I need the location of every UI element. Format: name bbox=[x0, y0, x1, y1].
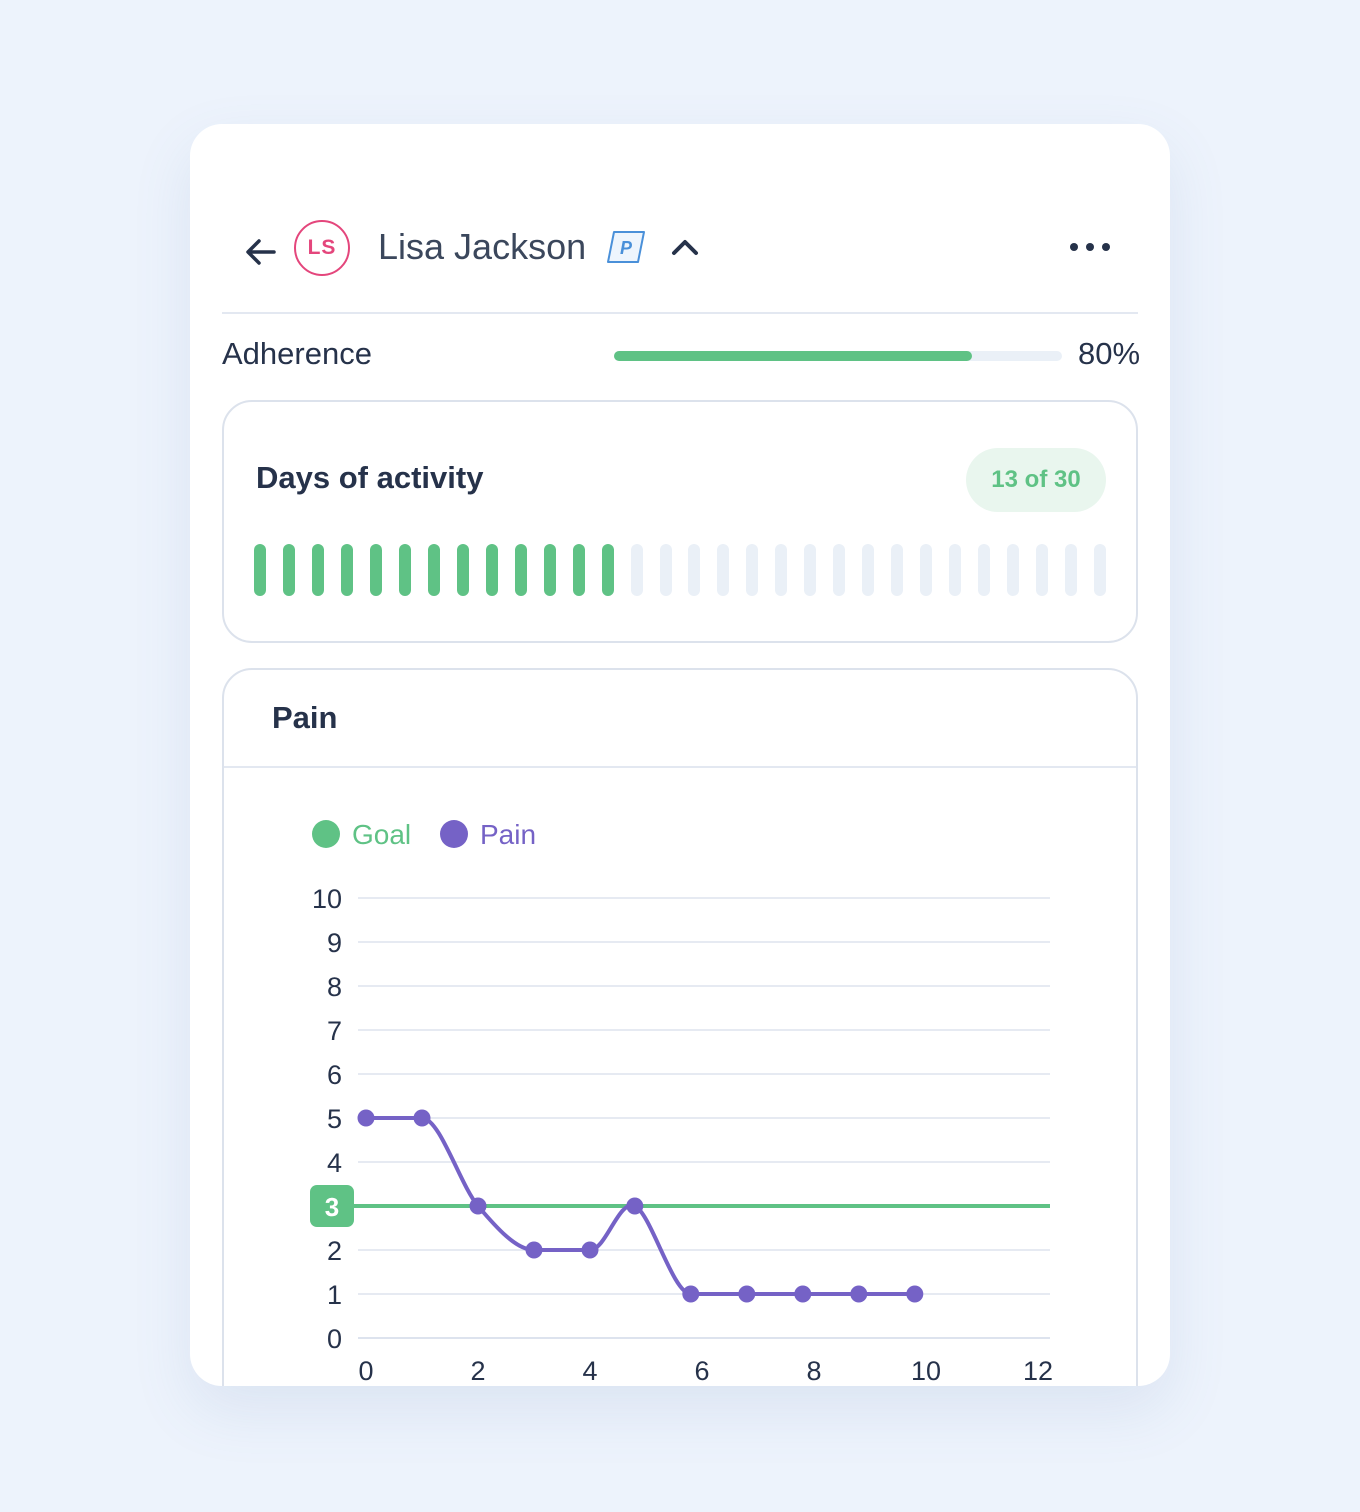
legend-label-goal: Goal bbox=[352, 819, 411, 850]
x-tick-label: 10 bbox=[911, 1356, 941, 1386]
pain-data-point bbox=[850, 1285, 868, 1303]
x-tick-label: 12 bbox=[1023, 1356, 1053, 1386]
activity-day-bar-active bbox=[543, 544, 556, 596]
activity-day-bar-inactive bbox=[920, 544, 933, 596]
legend-marker-goal bbox=[312, 820, 340, 848]
activity-day-bar-inactive bbox=[775, 544, 788, 596]
activity-day-bar-active bbox=[427, 544, 440, 596]
activity-day-bar-inactive bbox=[717, 544, 730, 596]
y-tick-label: 6 bbox=[327, 1060, 342, 1090]
x-tick-label: 6 bbox=[694, 1356, 709, 1386]
pain-data-point bbox=[626, 1197, 644, 1215]
activity-day-bar-inactive bbox=[804, 544, 817, 596]
activity-day-bar-active bbox=[254, 544, 266, 596]
y-tick-label: 9 bbox=[327, 928, 342, 958]
activity-day-bar-active bbox=[456, 544, 469, 596]
pain-divider bbox=[224, 766, 1136, 768]
x-tick-label: 0 bbox=[358, 1356, 373, 1386]
activity-day-bar-inactive bbox=[949, 544, 962, 596]
pain-title: Pain bbox=[272, 700, 338, 735]
goal-value-label: 3 bbox=[325, 1192, 339, 1222]
p-badge-icon: P bbox=[607, 231, 645, 263]
y-tick-label: 10 bbox=[312, 884, 342, 914]
activity-day-bar-inactive bbox=[1036, 544, 1049, 596]
activity-day-bar-inactive bbox=[746, 544, 759, 596]
activity-day-bar-active bbox=[369, 544, 382, 596]
legend-marker-pain bbox=[440, 820, 468, 848]
activity-day-bar-active bbox=[601, 544, 614, 596]
pain-data-point bbox=[469, 1197, 487, 1215]
activity-day-bar-inactive bbox=[833, 544, 846, 596]
activity-day-bar-active bbox=[282, 544, 295, 596]
adherence-label: Adherence bbox=[222, 336, 372, 371]
activity-count-badge: 13 of 30 bbox=[966, 448, 1106, 512]
pain-data-point bbox=[357, 1109, 375, 1127]
patient-header: LS Lisa Jackson P bbox=[222, 220, 1138, 314]
pain-data-point bbox=[413, 1109, 431, 1127]
activity-day-bar-inactive bbox=[659, 544, 672, 596]
activity-day-bar-inactive bbox=[1007, 544, 1020, 596]
activity-day-bar-active bbox=[398, 544, 411, 596]
activity-day-bar-active bbox=[485, 544, 498, 596]
activity-day-bar-inactive bbox=[891, 544, 904, 596]
p-badge-letter: P bbox=[620, 238, 633, 258]
activity-day-bar-active bbox=[514, 544, 527, 596]
days-of-activity-card: Days of activity 13 of 30 bbox=[222, 400, 1138, 643]
patient-card: LS Lisa Jackson P Adherence 80% Days of … bbox=[190, 124, 1170, 1386]
legend-label-pain: Pain bbox=[480, 819, 536, 850]
y-tick-label: 4 bbox=[327, 1148, 342, 1178]
patient-name: Lisa Jackson bbox=[378, 226, 587, 267]
x-tick-label: 2 bbox=[470, 1356, 485, 1386]
activity-day-bar-active bbox=[340, 544, 353, 596]
activity-day-bar-inactive bbox=[1065, 544, 1078, 596]
activity-day-bars bbox=[254, 544, 1106, 596]
activity-day-bar-active bbox=[311, 544, 324, 596]
pain-data-point bbox=[794, 1285, 812, 1303]
activity-day-bar-inactive bbox=[1094, 544, 1106, 596]
pain-data-point bbox=[525, 1241, 543, 1259]
activity-title: Days of activity bbox=[256, 460, 484, 495]
y-tick-label: 5 bbox=[327, 1104, 342, 1134]
y-tick-label: 1 bbox=[327, 1280, 342, 1310]
activity-day-bar-active bbox=[572, 544, 585, 596]
pain-data-point bbox=[581, 1241, 599, 1259]
pain-data-point bbox=[906, 1285, 924, 1303]
x-tick-label: 4 bbox=[582, 1356, 597, 1386]
pain-data-point bbox=[738, 1285, 756, 1303]
activity-day-bar-inactive bbox=[630, 544, 643, 596]
y-tick-label: 2 bbox=[327, 1236, 342, 1266]
adherence-progress-bar bbox=[614, 351, 1062, 361]
avatar[interactable]: LS bbox=[294, 220, 350, 276]
y-tick-label: 7 bbox=[327, 1016, 342, 1046]
adherence-value: 80% bbox=[1078, 336, 1141, 371]
goal-value-badge bbox=[310, 1185, 354, 1227]
activity-day-bar-inactive bbox=[688, 544, 701, 596]
activity-day-bar-inactive bbox=[978, 544, 991, 596]
y-tick-label: 8 bbox=[327, 972, 342, 1002]
adherence-progress-fill bbox=[614, 351, 973, 361]
pain-card: Pain Goal Pain 0 1 2 4 5 6 7 8 9 10 0 2 4 6 8 10 12 3 bbox=[222, 668, 1138, 1386]
more-horizontal-icon[interactable] bbox=[1068, 234, 1112, 260]
x-tick-label: 8 bbox=[806, 1356, 821, 1386]
pain-data-point bbox=[682, 1285, 700, 1303]
arrow-left-icon[interactable] bbox=[244, 236, 278, 268]
y-tick-label: 0 bbox=[327, 1324, 342, 1354]
chevron-up-icon[interactable] bbox=[670, 234, 700, 260]
activity-day-bar-inactive bbox=[862, 544, 875, 596]
